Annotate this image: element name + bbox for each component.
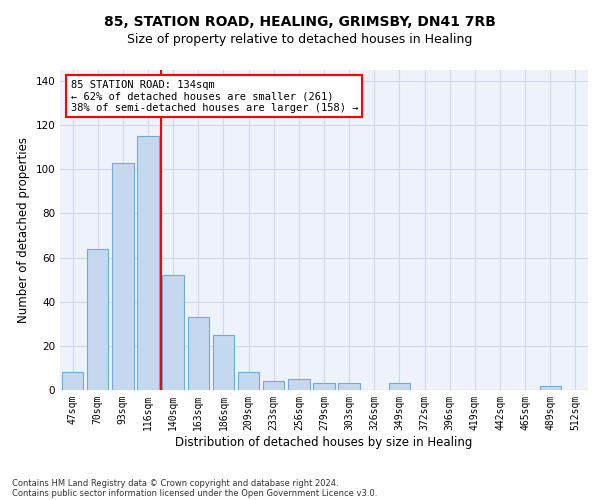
X-axis label: Distribution of detached houses by size in Healing: Distribution of detached houses by size …	[175, 436, 473, 448]
Bar	[213, 335, 234, 390]
Text: Contains public sector information licensed under the Open Government Licence v3: Contains public sector information licen…	[12, 488, 377, 498]
Text: Size of property relative to detached houses in Healing: Size of property relative to detached ho…	[127, 32, 473, 46]
Bar	[87, 249, 109, 390]
Text: Contains HM Land Registry data © Crown copyright and database right 2024.: Contains HM Land Registry data © Crown c…	[12, 478, 338, 488]
Bar	[313, 384, 335, 390]
Y-axis label: Number of detached properties: Number of detached properties	[17, 137, 30, 323]
Bar	[238, 372, 259, 390]
Bar	[188, 317, 209, 390]
Bar	[338, 384, 360, 390]
Bar	[389, 384, 410, 390]
Text: 85, STATION ROAD, HEALING, GRIMSBY, DN41 7RB: 85, STATION ROAD, HEALING, GRIMSBY, DN41…	[104, 15, 496, 29]
Bar	[539, 386, 561, 390]
Bar	[163, 275, 184, 390]
Bar	[62, 372, 83, 390]
Bar	[288, 379, 310, 390]
Bar	[112, 162, 134, 390]
Bar	[263, 381, 284, 390]
Bar	[137, 136, 158, 390]
Text: 85 STATION ROAD: 134sqm
← 62% of detached houses are smaller (261)
38% of semi-d: 85 STATION ROAD: 134sqm ← 62% of detache…	[71, 80, 358, 113]
